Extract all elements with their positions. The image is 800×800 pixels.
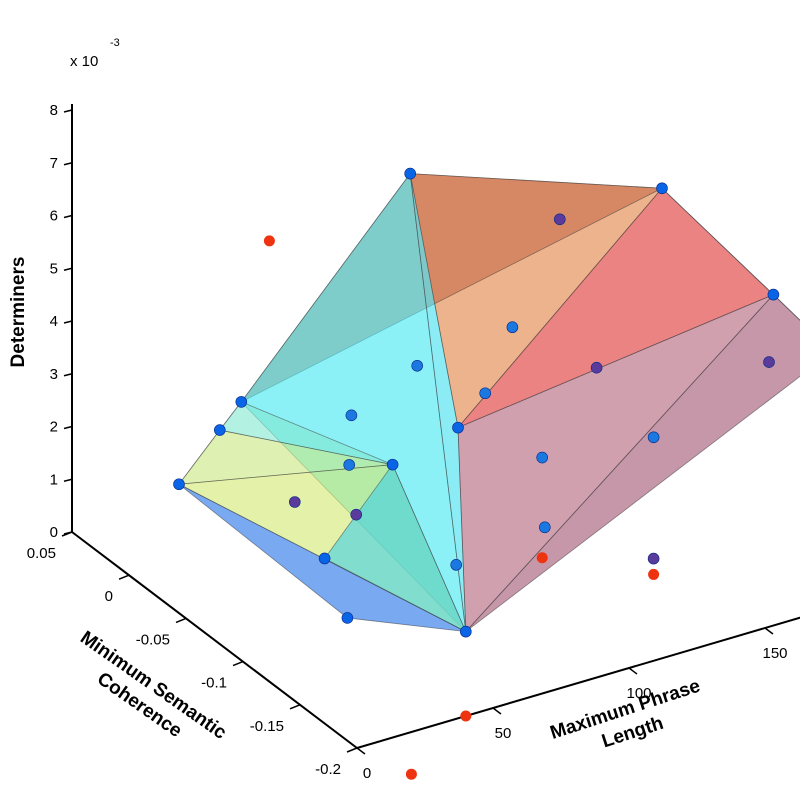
- outside-point: [263, 235, 275, 247]
- y-tick-label: -0.05: [136, 631, 170, 648]
- y-tick: [232, 660, 244, 667]
- z-tick: [63, 425, 73, 430]
- inside-point: [506, 321, 519, 334]
- inside-point: [411, 359, 424, 372]
- x-tick: [628, 667, 638, 675]
- z-scale-factor: x 10: [70, 53, 98, 70]
- y-tick-label: -0.15: [250, 718, 284, 735]
- inside-point: [538, 521, 551, 534]
- hull-point: [767, 288, 780, 301]
- inside-occluded-point: [553, 213, 566, 226]
- y-tick: [175, 617, 187, 624]
- z-tick: [63, 162, 73, 166]
- outside-point: [536, 552, 548, 564]
- outside-point: [460, 710, 472, 722]
- hull-surface: [177, 172, 800, 633]
- y-tick: [289, 704, 301, 710]
- inside-point: [450, 559, 463, 571]
- z-tick-label: 4: [50, 313, 58, 330]
- z-tick: [63, 478, 73, 482]
- y-tick-label: -0.1: [201, 675, 227, 692]
- hull-facet: [661, 187, 800, 321]
- x-tick-label: 50: [495, 725, 512, 742]
- inside-occluded-point: [763, 356, 775, 368]
- inside-point: [345, 409, 358, 422]
- hull-point: [341, 612, 354, 624]
- hull-point: [459, 625, 472, 638]
- hull-facet: [219, 401, 393, 466]
- y-tick: [61, 531, 73, 537]
- y-tick-label: 0.05: [27, 545, 56, 562]
- inside-occluded-point: [590, 361, 603, 374]
- z-tick-label: 3: [50, 366, 58, 383]
- hull-point: [214, 424, 226, 436]
- hull-point: [318, 552, 331, 565]
- outside-point: [648, 568, 660, 580]
- z-tick: [63, 109, 73, 113]
- z-tick: [63, 267, 73, 271]
- y-tick: [118, 574, 130, 580]
- inside-point: [479, 387, 492, 400]
- data-points: [173, 167, 780, 780]
- hull-facet: [457, 294, 774, 633]
- x-tick: [356, 747, 366, 755]
- z-tick-label: 0: [50, 524, 58, 541]
- z-tick: [63, 320, 73, 324]
- z-tick-label: 7: [50, 155, 58, 172]
- y-tick-label: -0.2: [315, 761, 341, 778]
- hull-point: [656, 182, 668, 195]
- inside-occluded-point: [350, 508, 363, 521]
- outside-point: [405, 768, 417, 780]
- z-tick-label: 1: [50, 471, 58, 488]
- hull-point: [173, 478, 185, 491]
- x-tick: [764, 627, 774, 635]
- hull-point: [386, 458, 399, 471]
- hull-point: [404, 167, 417, 180]
- x-tick-label: 150: [762, 645, 787, 662]
- inside-occluded-point: [288, 496, 301, 508]
- x-tick: [492, 707, 502, 715]
- y-tick: [346, 747, 358, 753]
- z-tick-label: 6: [50, 208, 58, 225]
- x-tick-label: 0: [363, 765, 371, 782]
- y-axis-line: [71, 531, 358, 749]
- z-tick: [63, 373, 73, 377]
- y-tick-label: 0: [105, 588, 113, 605]
- z-tick-label: 5: [50, 260, 58, 277]
- z-tick-label: 2: [50, 419, 58, 436]
- z-scale-exponent: -3: [110, 37, 120, 49]
- inside-point: [647, 431, 660, 444]
- x-tick-label: 100: [626, 685, 651, 702]
- z-tick-label: 8: [50, 102, 58, 119]
- inside-point: [343, 459, 356, 471]
- z-tick: [63, 214, 73, 219]
- hull-point: [235, 396, 248, 408]
- hull-point: [452, 421, 464, 434]
- inside-point: [536, 451, 549, 464]
- inside-occluded-point: [647, 552, 660, 565]
- z-axis-title: Determiners: [8, 257, 29, 368]
